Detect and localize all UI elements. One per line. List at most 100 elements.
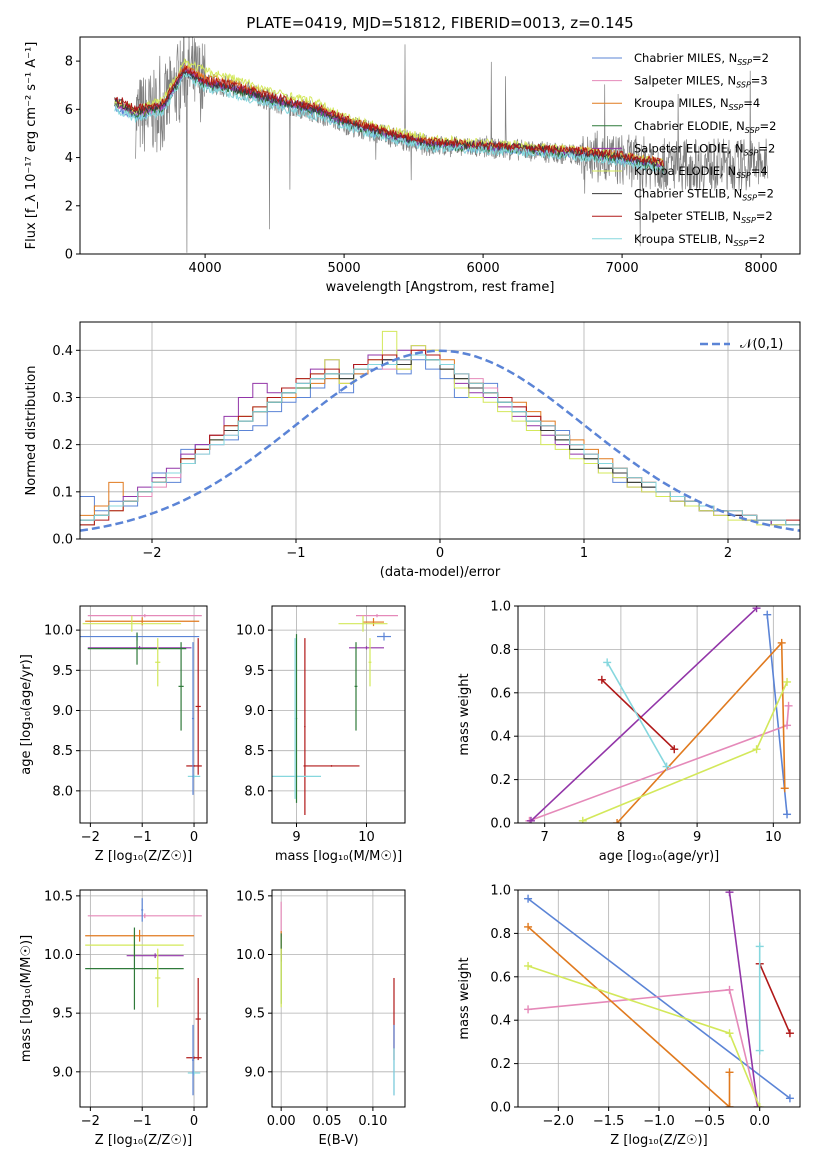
errorbar-point <box>349 646 384 650</box>
y-tick-label: 0.3 <box>52 391 73 406</box>
errorbar-point <box>155 948 161 1008</box>
y-tick-label: 9.0 <box>244 704 265 719</box>
y-tick-label: 10.0 <box>236 948 265 963</box>
errorbar-point <box>191 1024 195 1096</box>
errorbar-point <box>195 977 201 1061</box>
y-tick-label: 9.0 <box>52 1065 73 1080</box>
plus-marker <box>784 701 793 710</box>
plus-marker <box>753 1103 762 1107</box>
legend-label: Kroupa ELODIE, NSSP=4 <box>634 164 768 180</box>
plus-marker <box>763 610 772 619</box>
x-tick-label: −1 <box>133 1114 152 1129</box>
plus-marker <box>783 721 792 730</box>
panel-age_vs_mass: 9 10 8.0 8.5 9.0 9.5 10.0 mass [log₁₀(M/M☉)] <box>236 605 406 864</box>
panel-mass_vs_Z: −2 −1 0 9.0 9.5 10.0 10.5 Z [log₁₀(Z/Z☉)] mass [… <box>19 889 208 1148</box>
x-axis-label: mass [log₁₀(M/M☉)] <box>275 849 402 864</box>
legend-label: Salpeter STELIB, NSSP=2 <box>634 209 773 225</box>
y-tick-label: 0.6 <box>490 970 511 985</box>
errorbar-point <box>85 927 184 1010</box>
plus-marker <box>785 1094 794 1103</box>
plus-marker <box>613 819 622 823</box>
x-tick-label: −0.5 <box>694 1114 726 1129</box>
y-tick-label: 0 <box>65 248 73 263</box>
panel-massweight_vs_Z: −2.0 −1.5 −1.0 −0.5 0.0 0.0 0.2 0.4 0.6 0.8 1.0 Z [… <box>457 884 801 1148</box>
errorbar-point <box>304 638 306 815</box>
legend-label: Kroupa STELIB, NSSP=2 <box>634 232 765 248</box>
plot-area <box>525 606 793 823</box>
plus-marker <box>524 1005 533 1014</box>
x-tick-label: 8 <box>617 830 625 845</box>
x-tick-label: −2 <box>81 1114 100 1129</box>
histogram-step <box>80 354 800 526</box>
x-tick-label: 2 <box>724 546 732 561</box>
x-tick-label: −2.0 <box>542 1114 574 1129</box>
y-tick-label: 0.1 <box>52 485 73 500</box>
weight-line <box>529 705 790 822</box>
y-tick-label: 1.0 <box>490 600 511 615</box>
errorbar-point <box>87 632 187 665</box>
errorbar-point <box>186 765 202 767</box>
errorbar-point <box>354 642 358 731</box>
plus-marker <box>783 810 792 819</box>
y-tick-label: 0.4 <box>490 730 511 745</box>
plus-marker <box>755 1103 764 1107</box>
y-tick-label: 0.2 <box>490 1057 511 1072</box>
plot-area <box>80 330 800 532</box>
plus-marker <box>725 1029 734 1038</box>
x-axis-label: E(B-V) <box>318 1133 358 1148</box>
y-tick-label: 9.5 <box>52 664 73 679</box>
x-tick-label: 0 <box>436 546 444 561</box>
y-tick-label: 9.5 <box>52 1007 73 1022</box>
y-tick-label: 10.0 <box>236 624 265 639</box>
plus-marker <box>524 961 533 970</box>
figure-title: PLATE=0419, MJD=51812, FIBERID=0013, z=0… <box>246 14 633 32</box>
errorbar-point <box>195 638 201 775</box>
panel-spectrum: 4000 5000 6000 7000 8000 0 2 4 6 8 wavelength [Ang… <box>24 36 801 295</box>
x-tick-label: −2 <box>142 546 161 561</box>
panel-mass_vs_ebv: 0.00 0.05 0.10 9.0 9.5 10.0 10.5 E(B-V) <box>236 889 406 1148</box>
plus-marker <box>783 677 792 686</box>
y-tick-label: 10.5 <box>44 889 73 904</box>
weight-line <box>527 898 791 1099</box>
errorbar-point <box>377 632 391 641</box>
axes-frame <box>271 605 406 824</box>
errorbar-point <box>155 638 161 687</box>
weight-line <box>606 662 668 767</box>
x-tick-label: 6000 <box>467 261 500 276</box>
plus-marker <box>752 606 761 613</box>
y-axis-label: mass weight <box>457 673 472 755</box>
weight-line <box>766 614 788 815</box>
x-tick-label: 0 <box>190 830 198 845</box>
weight-line <box>728 892 759 1107</box>
y-tick-label: 0.6 <box>490 686 511 701</box>
axes-frame <box>79 889 208 1108</box>
y-axis-label: mass [log₁₀(M/M☉)] <box>19 935 34 1062</box>
y-tick-label: 0.2 <box>52 438 73 453</box>
model-spectrum-line <box>114 70 664 172</box>
errorbar-point <box>141 898 144 922</box>
y-tick-label: 8 <box>65 55 73 70</box>
x-axis-label: age [log₁₀(age/yr)] <box>599 849 720 864</box>
plus-marker <box>597 675 606 684</box>
plus-marker <box>752 745 761 754</box>
plus-marker <box>725 890 734 897</box>
axes-frame <box>517 889 801 1108</box>
errorbar-point <box>303 765 360 767</box>
y-tick-label: 0.8 <box>490 643 511 658</box>
plus-marker <box>524 922 533 931</box>
model-spectrum-line <box>114 72 664 174</box>
axes-frame <box>79 605 208 824</box>
gaussian-curve <box>80 349 800 532</box>
y-axis-label: Normed distribution <box>24 366 39 496</box>
plot-area <box>80 614 202 795</box>
errorbar-point <box>87 913 202 919</box>
x-axis-label: Z [log₁₀(Z/Z☉)] <box>95 849 192 864</box>
errorbar-point <box>338 615 388 632</box>
plus-marker <box>785 1029 794 1038</box>
errorbar-point <box>294 638 296 799</box>
y-tick-label: 2 <box>65 199 73 214</box>
y-tick-label: 8.5 <box>52 744 73 759</box>
legend-label: Chabrier ELODIE, NSSP=2 <box>634 119 776 135</box>
plot-area <box>524 890 794 1107</box>
